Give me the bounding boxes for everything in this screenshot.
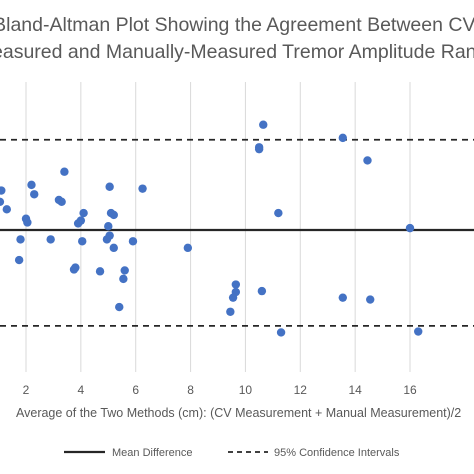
x-tick-label: 6 <box>132 383 139 397</box>
data-point <box>30 190 39 199</box>
data-point <box>128 237 138 246</box>
chart-title-line-2: Measured and Manually-Measured Tremor Am… <box>0 41 474 63</box>
data-point <box>0 186 6 195</box>
reference-lines <box>0 138 474 327</box>
data-point <box>338 293 347 302</box>
data-point <box>73 219 83 228</box>
x-tick-label: 8 <box>187 383 194 397</box>
data-points <box>0 120 423 337</box>
data-point <box>69 265 79 274</box>
data-point <box>109 210 118 220</box>
data-point <box>414 327 423 336</box>
data-point <box>259 120 268 129</box>
data-point <box>105 182 114 191</box>
x-axis-title: Average of the Two Methods (cm): (CV Mea… <box>16 406 461 420</box>
data-point <box>183 243 193 253</box>
data-point <box>0 197 5 206</box>
x-tick-label: 16 <box>403 383 417 397</box>
x-tick-label: 14 <box>348 383 362 397</box>
legend-label-mean-difference: Mean Difference <box>112 447 193 459</box>
data-point <box>405 223 415 233</box>
data-point <box>231 280 241 289</box>
data-point <box>119 274 128 284</box>
data-point <box>27 180 36 190</box>
legend: Mean Difference 95% Confidence Intervals <box>64 447 400 459</box>
data-point <box>78 237 87 246</box>
data-point <box>366 295 375 304</box>
data-point <box>16 235 25 244</box>
data-point <box>46 235 55 244</box>
data-point <box>138 184 147 193</box>
data-point <box>95 267 105 276</box>
x-tick-label: 12 <box>294 383 308 397</box>
data-point <box>228 293 238 302</box>
x-tick-label: 10 <box>239 383 253 397</box>
data-point <box>254 144 264 154</box>
data-point <box>104 222 113 231</box>
data-point <box>276 328 286 337</box>
x-tick-label: 4 <box>78 383 85 397</box>
data-point <box>120 266 129 275</box>
data-point <box>115 302 124 312</box>
data-point <box>14 255 24 265</box>
data-point <box>274 208 283 218</box>
data-point <box>109 243 118 253</box>
data-point <box>257 286 267 296</box>
data-point <box>60 167 69 176</box>
data-point <box>57 197 66 206</box>
data-point <box>338 133 347 143</box>
data-point <box>226 307 235 316</box>
legend-label-confidence-intervals: 95% Confidence Intervals <box>274 447 400 459</box>
x-tick-label: 2 <box>23 383 30 397</box>
data-point <box>363 156 372 165</box>
data-point <box>23 218 32 227</box>
data-point <box>79 208 88 218</box>
vertical-gridlines <box>25 82 411 372</box>
chart-title-line-1: Bland-Altman Plot Showing the Agreement … <box>0 14 474 36</box>
data-point <box>2 205 11 214</box>
data-point <box>102 235 112 244</box>
x-tick-labels: 2 4 6 8 10 12 14 16 <box>23 383 417 397</box>
